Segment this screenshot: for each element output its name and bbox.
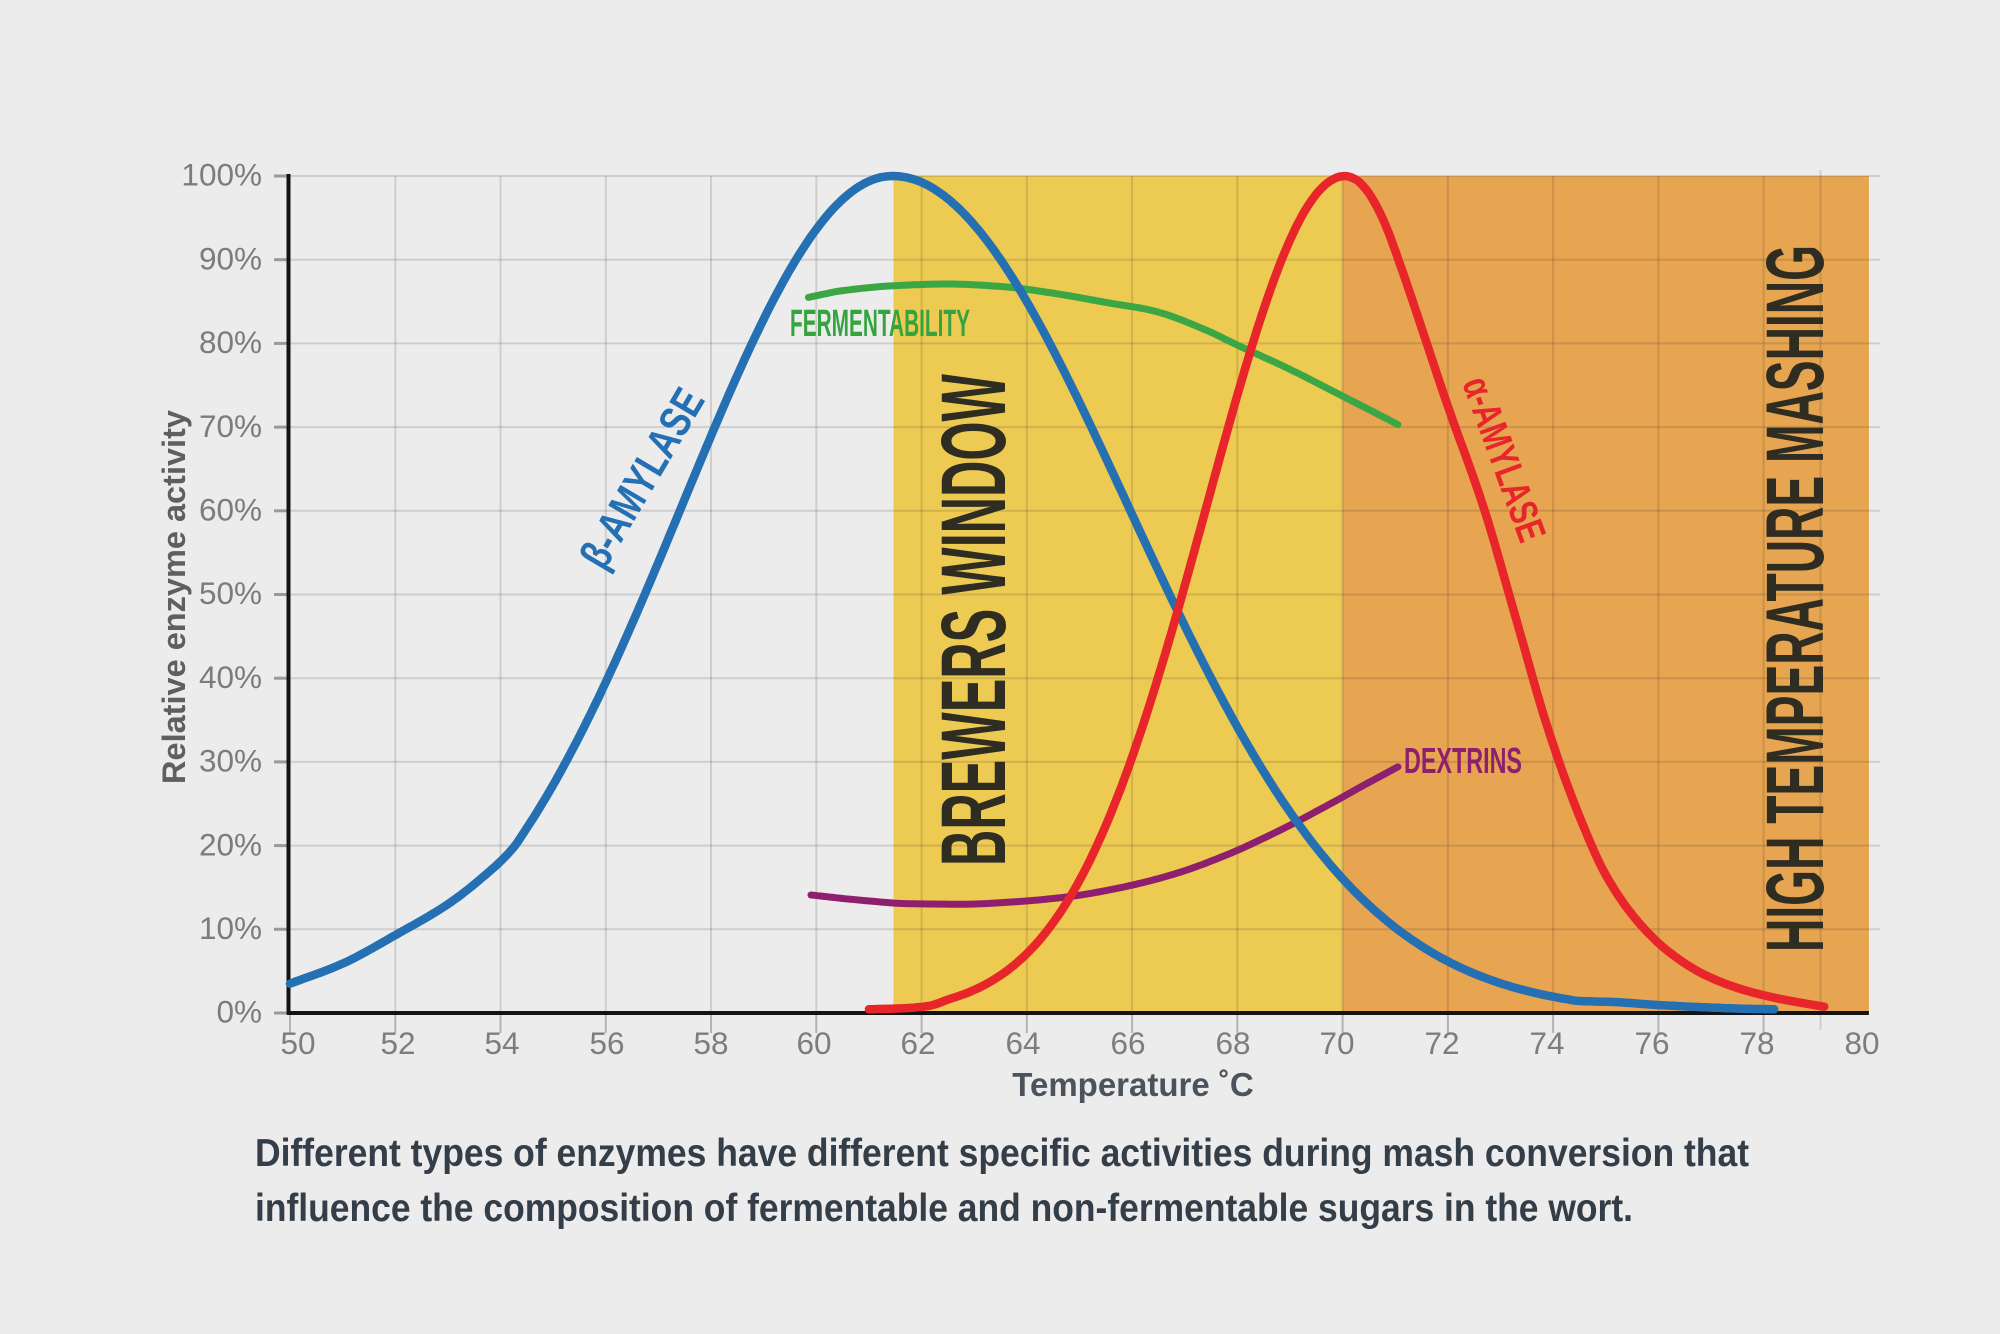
svg-text:Different types of enzymes hav: Different types of enzymes have differen… [255,1132,1749,1175]
svg-text:DEXTRINS: DEXTRINS [1404,740,1522,781]
svg-text:FERMENTABILITY: FERMENTABILITY [790,303,970,345]
svg-text:50: 50 [280,1025,315,1061]
svg-text:54: 54 [484,1025,519,1061]
svg-text:20%: 20% [199,826,262,862]
svg-text:76: 76 [1634,1025,1669,1061]
svg-text:BREWERS WINDOW: BREWERS WINDOW [923,374,1025,866]
svg-text:56: 56 [589,1025,624,1061]
svg-text:66: 66 [1110,1025,1145,1061]
svg-text:Temperature ˚C: Temperature ˚C [1012,1066,1253,1103]
svg-text:78: 78 [1739,1025,1774,1061]
svg-text:40%: 40% [199,659,262,695]
svg-text:10%: 10% [199,910,262,946]
svg-text:60: 60 [796,1025,831,1061]
svg-text:72: 72 [1424,1025,1459,1061]
svg-text:influence the composition of f: influence the composition of fermentable… [255,1187,1633,1230]
svg-text:HIGH TEMPERATURE MASHING: HIGH TEMPERATURE MASHING [1750,245,1841,952]
svg-text:70%: 70% [199,408,262,444]
svg-text:30%: 30% [199,743,262,779]
svg-text:62: 62 [900,1025,935,1061]
svg-text:68: 68 [1215,1025,1250,1061]
svg-text:60%: 60% [199,492,262,528]
svg-text:52: 52 [380,1025,415,1061]
svg-text:50%: 50% [199,575,262,611]
svg-text:80%: 80% [199,324,262,360]
svg-text:80: 80 [1844,1025,1879,1061]
svg-text:64: 64 [1005,1025,1040,1061]
svg-text:70: 70 [1319,1025,1354,1061]
svg-text:58: 58 [693,1025,728,1061]
svg-text:100%: 100% [181,157,262,193]
svg-text:74: 74 [1529,1025,1564,1061]
svg-text:0%: 0% [216,994,262,1030]
svg-text:Relative enzyme activity: Relative enzyme activity [156,410,192,784]
svg-text:90%: 90% [199,240,262,276]
